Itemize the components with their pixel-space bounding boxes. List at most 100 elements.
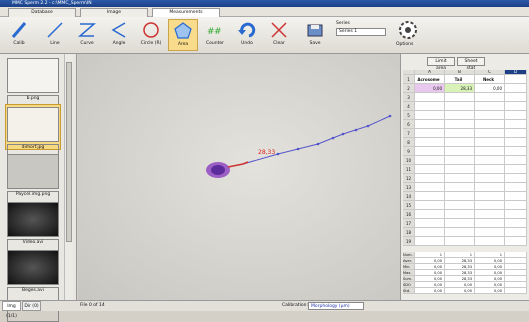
sheet-cell[interactable]	[415, 219, 445, 228]
sheet-cell[interactable]	[505, 93, 527, 102]
sheet-cell[interactable]	[505, 156, 527, 165]
sheet-cell[interactable]	[505, 210, 527, 219]
sheet-cell[interactable]	[445, 219, 475, 228]
sheet-cell[interactable]: Acrosome	[415, 75, 445, 84]
sheet-cell[interactable]	[415, 192, 445, 201]
sheet-cell[interactable]	[505, 111, 527, 120]
sheet-cell[interactable]	[475, 156, 505, 165]
tab[interactable]: Image	[80, 8, 148, 17]
tool-button[interactable]: Circle (R)	[136, 19, 166, 51]
sheet-cell[interactable]	[505, 219, 527, 228]
sheet-cell[interactable]	[445, 138, 475, 147]
sheet-cell[interactable]	[505, 183, 527, 192]
sheet-cell[interactable]	[475, 120, 505, 129]
sheet-cell[interactable]	[475, 102, 505, 111]
sheet-cell[interactable]	[475, 129, 505, 138]
sheet-cell[interactable]	[415, 120, 445, 129]
sheet-cell[interactable]	[475, 111, 505, 120]
tool-button[interactable]: Save	[300, 19, 330, 51]
sheet-cell[interactable]	[445, 237, 475, 246]
sheet-cell[interactable]	[505, 84, 527, 93]
sheet-cell[interactable]	[445, 174, 475, 183]
thumbnail[interactable]: b.png	[5, 56, 61, 102]
sheet-cell[interactable]	[445, 156, 475, 165]
tab[interactable]: Database	[8, 8, 76, 17]
sheet-cell[interactable]	[445, 228, 475, 237]
tool-button[interactable]: Calib	[4, 19, 34, 51]
sheet-cell[interactable]	[475, 219, 505, 228]
sheet-cell[interactable]	[445, 165, 475, 174]
sheet-cell[interactable]	[475, 93, 505, 102]
sheet-cell[interactable]	[415, 165, 445, 174]
sheet-cell[interactable]	[445, 129, 475, 138]
sheet-cell[interactable]	[505, 165, 527, 174]
sheet-cell[interactable]	[445, 93, 475, 102]
sheet-button[interactable]: Sheet stat	[457, 57, 485, 66]
status-tab[interactable]: Dir (0)	[22, 301, 41, 311]
sheet-cell[interactable]: Neck	[475, 75, 505, 84]
sheet-cell[interactable]	[505, 228, 527, 237]
sheet-cell[interactable]	[415, 156, 445, 165]
status-tab[interactable]: Img (1/1)	[2, 301, 21, 311]
sheet-cell[interactable]	[445, 201, 475, 210]
tool-button[interactable]: Line	[40, 19, 70, 51]
sheet-cell[interactable]: 0,00	[415, 84, 445, 93]
calibration-value[interactable]: Morphology (µm)	[308, 302, 364, 310]
thumbnail[interactable]: dimorf.jpg	[5, 104, 61, 150]
sheet-cell[interactable]	[415, 183, 445, 192]
image-view[interactable]: 28,33	[78, 54, 400, 300]
sheet-cell[interactable]	[415, 93, 445, 102]
sheet-cell[interactable]	[505, 192, 527, 201]
sheet-cell[interactable]	[475, 237, 505, 246]
sheet-cell[interactable]	[415, 102, 445, 111]
sheet-cell[interactable]: 0,00	[475, 84, 505, 93]
sheet-cell[interactable]: Tail	[445, 75, 475, 84]
sheet-cell[interactable]	[415, 129, 445, 138]
sheet-cell[interactable]	[475, 147, 505, 156]
options-icon[interactable]	[398, 20, 418, 40]
thumbnail[interactable]: Beges.avi	[5, 248, 61, 294]
sheet-cell[interactable]	[475, 192, 505, 201]
sheet-cell[interactable]	[505, 138, 527, 147]
tool-button[interactable]: Clear	[264, 19, 294, 51]
sheet-cell[interactable]	[415, 237, 445, 246]
tool-button[interactable]: Area	[168, 19, 198, 51]
series-dropdown[interactable]: Series 1	[336, 28, 386, 36]
sheet-cell[interactable]	[475, 201, 505, 210]
sheet-cell[interactable]	[505, 129, 527, 138]
tool-button[interactable]: Angle	[104, 19, 134, 51]
sheet-cell[interactable]	[475, 174, 505, 183]
tool-button[interactable]: Curve	[72, 19, 102, 51]
sheet-cell[interactable]	[445, 192, 475, 201]
sheet-cell[interactable]	[475, 165, 505, 174]
sheet-cell[interactable]	[475, 183, 505, 192]
sheet-cell[interactable]	[505, 147, 527, 156]
sheet-cell[interactable]	[445, 147, 475, 156]
sheet-cell[interactable]	[475, 228, 505, 237]
sheet-cell[interactable]	[445, 183, 475, 192]
sheet-cell[interactable]	[415, 228, 445, 237]
sheet-cell[interactable]	[445, 102, 475, 111]
sheet-cell[interactable]	[505, 201, 527, 210]
sheet-cell[interactable]	[445, 111, 475, 120]
sheet-cell[interactable]	[415, 210, 445, 219]
sheet-cell[interactable]	[445, 120, 475, 129]
sheet-cell[interactable]	[415, 111, 445, 120]
sheet-cell[interactable]	[445, 210, 475, 219]
sheet-cell[interactable]	[475, 138, 505, 147]
scrollbar[interactable]	[64, 54, 73, 300]
sheet-cell[interactable]	[415, 147, 445, 156]
sheet-cell[interactable]	[505, 75, 527, 84]
tool-button[interactable]: ##Counter	[200, 19, 230, 51]
sheet-button[interactable]: Limit area	[427, 57, 455, 66]
sheet-cell[interactable]	[505, 102, 527, 111]
tab[interactable]: Measurements	[152, 8, 220, 17]
sheet-cell[interactable]	[415, 174, 445, 183]
sheet-cell[interactable]: 28,33	[445, 84, 475, 93]
sheet-cell[interactable]	[505, 237, 527, 246]
sheet-cell[interactable]	[505, 120, 527, 129]
sheet-cell[interactable]	[505, 174, 527, 183]
sheet-cell[interactable]	[415, 138, 445, 147]
thumbnail[interactable]: Paycel.img.png	[5, 152, 61, 198]
sheet-cell[interactable]	[475, 210, 505, 219]
